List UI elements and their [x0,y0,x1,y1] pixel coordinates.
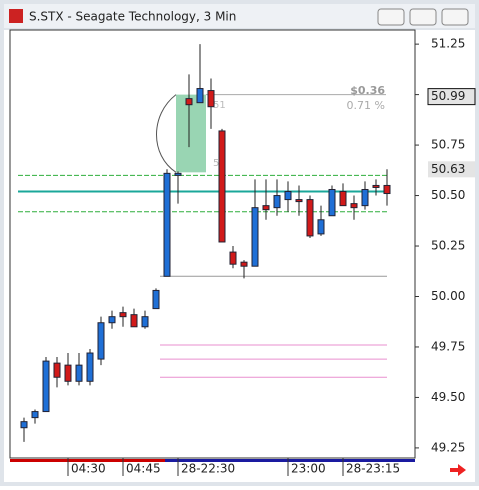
price-marker-label: 50.63 [431,162,465,176]
annotation: 0.71 % [347,99,385,112]
candle-body [350,203,358,209]
x-tick-label: 04:45 [126,462,161,476]
candle-body [97,322,105,360]
candle-body [152,289,160,310]
session-bar [10,459,165,462]
candle-body [284,191,292,201]
y-tick-label: 50.50 [431,188,465,202]
x-tick-label: 28-23:15 [346,462,400,476]
x-tick-label: 23:00 [291,462,326,476]
minimize-button[interactable] [377,8,405,26]
candle-body [273,195,281,209]
candle-body [361,188,369,207]
measure-box [176,94,206,173]
candle-body [218,130,226,243]
x-tick-label: 28-22:30 [181,462,235,476]
candle-body [229,251,237,265]
candle-body [42,360,50,413]
candle-body [240,261,248,267]
annotation: $0.36 [350,84,385,97]
candle-body [306,199,314,237]
price-marker [428,161,475,178]
y-tick-label: 51.25 [431,37,465,51]
candle-body [383,184,391,195]
candle-body [372,184,380,188]
candle-body [31,411,39,419]
y-tick-label: 50.25 [431,239,465,253]
candle-body [130,314,138,328]
y-tick-label: 50.00 [431,289,465,303]
candle-body [196,88,204,104]
annotation: 51 [213,100,226,111]
candle-body [64,364,72,382]
candle-body [328,188,336,217]
session-bar [165,459,415,462]
app-icon [9,9,23,23]
candle-body [86,352,94,382]
candle-body [185,98,193,106]
candle-body [295,199,303,203]
candle-body [163,172,171,277]
x-tick-label: 04:30 [71,462,106,476]
measure-arc [156,94,177,173]
candle-body [108,316,116,324]
scroll-arrow[interactable] [450,464,466,476]
y-tick-label: 49.75 [431,339,465,353]
window-title: S.STX - Seagate Technology, 3 Min [29,10,236,24]
y-tick-label: 50.75 [431,138,465,152]
price-marker [427,88,476,106]
candle-body [20,421,28,429]
candle-body [251,207,259,267]
candle-body [75,364,83,382]
close-button[interactable] [441,8,469,26]
y-tick-label: 49.25 [431,440,465,454]
candle-body [262,205,270,211]
candle-body [207,90,215,108]
candle-body [141,316,149,328]
price-marker-label: 50.99 [431,89,465,103]
maximize-button[interactable] [409,8,437,26]
candle-body [53,362,61,378]
candle-body [339,191,347,207]
candle-body [119,312,127,318]
y-tick-label: 49.50 [431,390,465,404]
candle-body [317,219,325,235]
candle-body [174,172,182,176]
